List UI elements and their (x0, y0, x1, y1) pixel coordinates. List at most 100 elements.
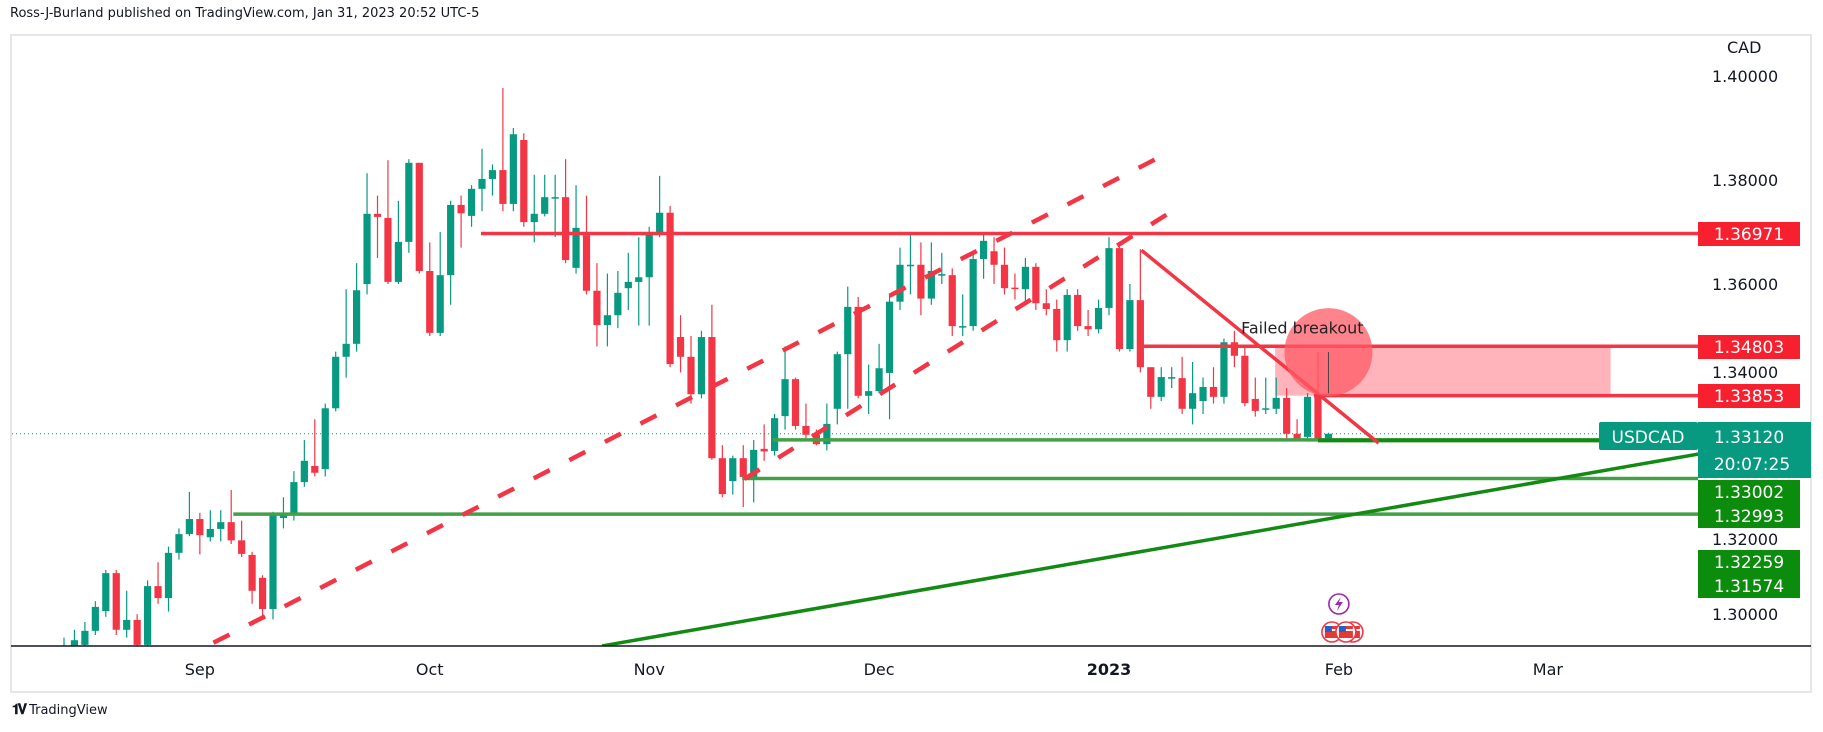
candle[interactable] (311, 419, 319, 477)
price-axis[interactable]: 1.40000 1.38000 1.36000 1.34000 1.32000 1.300… (1712, 67, 1778, 624)
candle[interactable] (781, 346, 789, 430)
candle[interactable] (1241, 346, 1249, 407)
candle[interactable] (133, 614, 141, 648)
candle[interactable] (530, 174, 538, 243)
candle[interactable] (478, 148, 486, 212)
candle[interactable] (1293, 419, 1301, 442)
candle[interactable] (1053, 299, 1061, 352)
candle[interactable] (1136, 249, 1144, 373)
candle[interactable] (1000, 247, 1009, 295)
candle[interactable] (342, 289, 350, 378)
candle[interactable] (144, 580, 152, 648)
candle[interactable] (1199, 377, 1207, 414)
candle[interactable] (196, 512, 204, 555)
candle[interactable] (91, 601, 99, 635)
candle[interactable] (258, 575, 267, 617)
candle[interactable] (541, 174, 549, 217)
candle[interactable] (467, 185, 476, 227)
candle[interactable] (1157, 367, 1165, 401)
lightning-event-icon[interactable] (1328, 593, 1350, 615)
candle[interactable] (718, 445, 726, 498)
candle[interactable] (708, 304, 716, 460)
candle[interactable] (353, 263, 361, 352)
candle[interactable] (1105, 237, 1113, 316)
event-markers[interactable] (1321, 593, 1364, 643)
candle[interactable] (1063, 289, 1071, 352)
candle[interactable] (1168, 367, 1176, 388)
candle[interactable] (300, 440, 308, 487)
candle[interactable] (1283, 388, 1291, 440)
candle[interactable] (572, 185, 580, 274)
candle[interactable] (447, 200, 455, 305)
candle[interactable] (426, 242, 434, 336)
ascending-support-line[interactable] (601, 452, 1698, 646)
candle[interactable] (217, 510, 225, 542)
candle[interactable] (1230, 330, 1238, 368)
candle[interactable] (185, 492, 193, 537)
candle[interactable] (1074, 289, 1082, 331)
candle[interactable] (551, 174, 559, 238)
candle[interactable] (875, 343, 883, 394)
candle[interactable] (656, 175, 664, 238)
candle[interactable] (227, 489, 235, 544)
candle[interactable] (562, 159, 570, 264)
candle[interactable] (488, 164, 497, 196)
candle[interactable] (969, 252, 977, 331)
candle[interactable] (1209, 367, 1218, 404)
candle[interactable] (70, 629, 79, 659)
candle[interactable] (269, 511, 277, 620)
candle[interactable] (457, 195, 465, 248)
candle[interactable] (666, 206, 674, 368)
candle[interactable] (1220, 338, 1228, 404)
lower-channel-line[interactable] (743, 210, 1171, 481)
candle[interactable] (206, 510, 214, 542)
candle[interactable] (614, 271, 622, 329)
candle[interactable] (980, 233, 988, 279)
candle[interactable] (865, 364, 873, 414)
candle[interactable] (676, 315, 685, 373)
candle[interactable] (959, 294, 967, 336)
us-flag-event-icon[interactable] (1335, 621, 1357, 643)
candle[interactable] (1189, 362, 1197, 425)
candle[interactable] (802, 403, 810, 440)
candle[interactable] (332, 351, 340, 412)
candle[interactable] (1021, 258, 1029, 305)
candle[interactable] (896, 247, 904, 310)
candle[interactable] (290, 471, 298, 521)
candle[interactable] (394, 200, 402, 284)
candle[interactable] (509, 128, 517, 212)
candle[interactable] (739, 445, 747, 508)
candle[interactable] (635, 237, 643, 326)
candle[interactable] (760, 424, 768, 461)
candle[interactable] (373, 195, 382, 258)
candle[interactable] (844, 286, 852, 409)
candle[interactable] (938, 252, 946, 284)
candle[interactable] (885, 294, 894, 420)
candle[interactable] (1032, 263, 1040, 310)
candle[interactable] (1115, 242, 1124, 352)
candle[interactable] (917, 242, 925, 316)
candle[interactable] (1272, 377, 1280, 414)
candle[interactable] (593, 263, 601, 347)
candle[interactable] (1094, 299, 1103, 334)
candle[interactable] (384, 160, 392, 284)
candle[interactable] (1178, 356, 1186, 414)
candle[interactable] (1042, 289, 1050, 316)
candle[interactable] (164, 546, 173, 612)
time-axis[interactable]: Sep Oct Nov Dec 2023 Feb Mar (185, 660, 1564, 679)
candle[interactable] (248, 551, 256, 604)
candle[interactable] (1251, 377, 1259, 417)
candle[interactable] (321, 403, 329, 477)
candle[interactable] (238, 520, 246, 557)
candle[interactable] (603, 273, 611, 347)
candle[interactable] (175, 528, 183, 560)
candle[interactable] (729, 455, 737, 495)
candle[interactable] (948, 268, 956, 336)
candle[interactable] (499, 87, 507, 212)
candle[interactable] (154, 562, 162, 604)
candle[interactable] (436, 232, 444, 336)
candle[interactable] (687, 336, 695, 404)
candle[interactable] (1011, 273, 1019, 300)
plot-area[interactable]: Failed breakout (12, 87, 1698, 664)
candle[interactable] (520, 133, 528, 227)
